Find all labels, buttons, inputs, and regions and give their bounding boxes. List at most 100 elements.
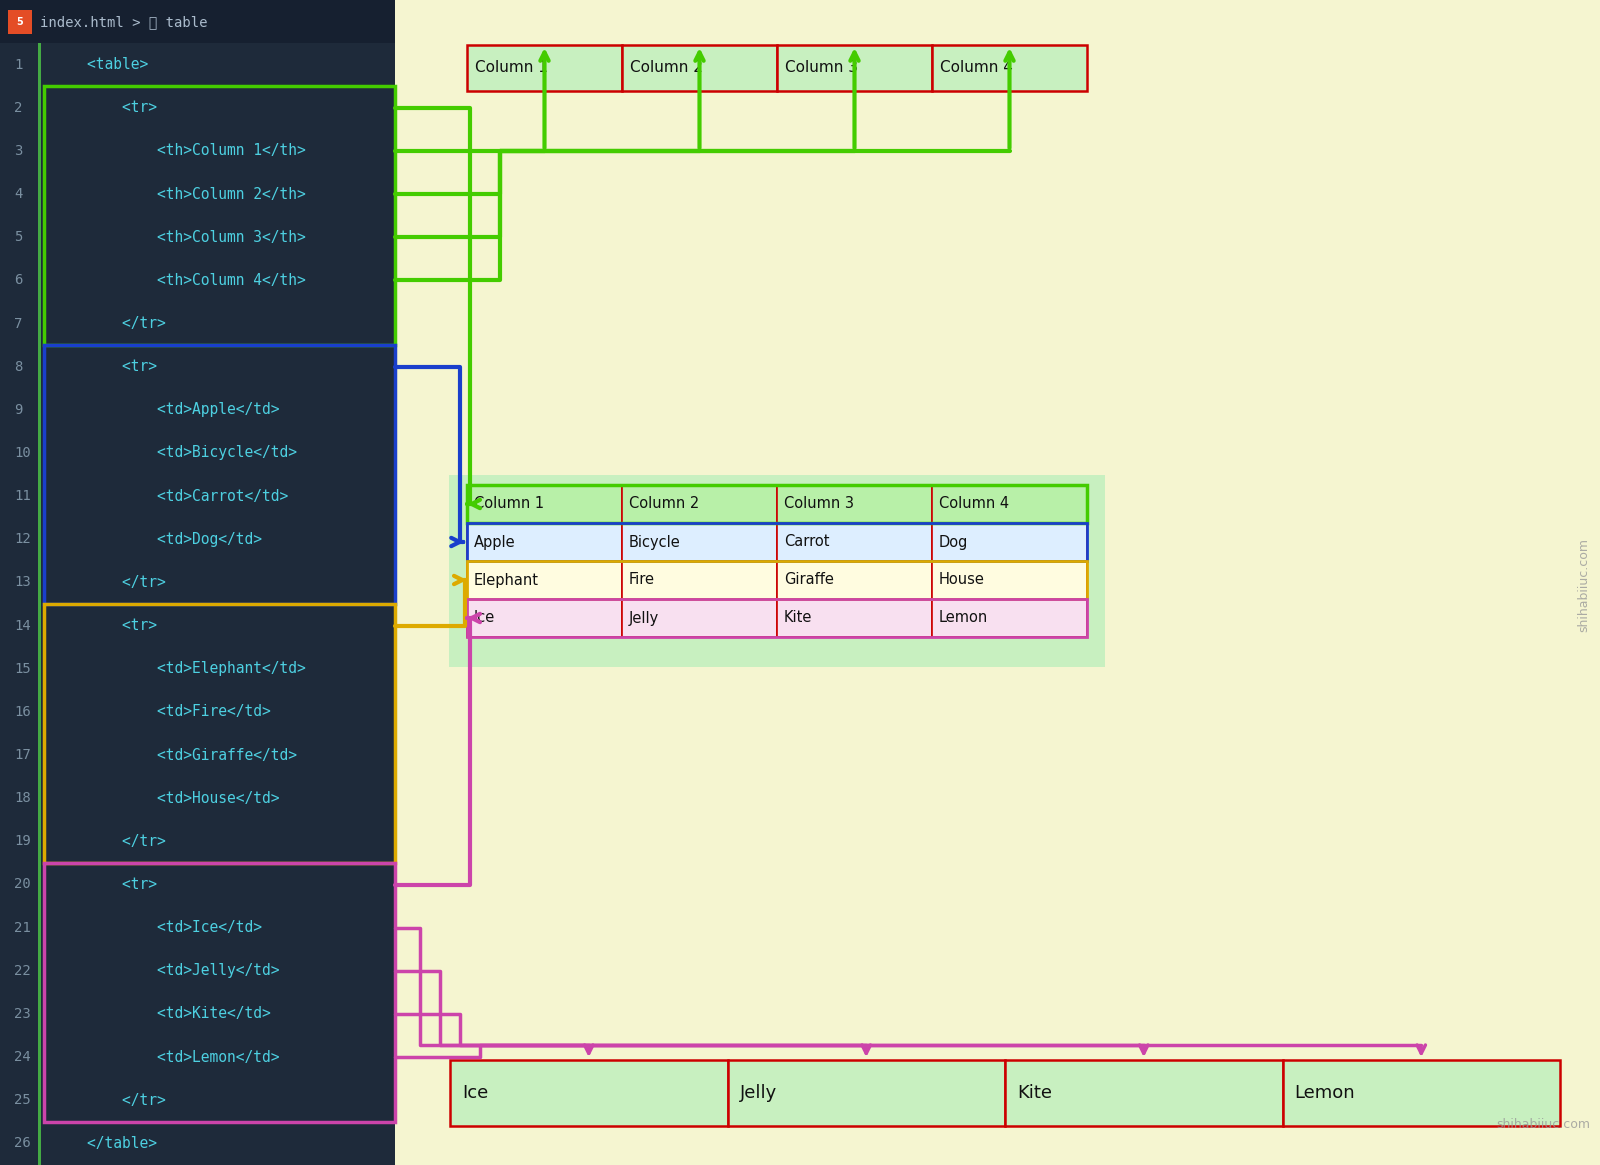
Text: 22: 22 bbox=[14, 963, 30, 977]
Bar bbox=[0, 0, 395, 1165]
Text: <td>Dog</td>: <td>Dog</td> bbox=[51, 531, 262, 546]
Text: Column 1: Column 1 bbox=[475, 61, 547, 76]
Bar bbox=[931, 523, 1086, 562]
Text: 7: 7 bbox=[14, 317, 22, 331]
Text: shihabiiuc.com: shihabiiuc.com bbox=[1578, 538, 1590, 631]
Text: Column 4: Column 4 bbox=[941, 61, 1013, 76]
Text: Column 2: Column 2 bbox=[630, 61, 702, 76]
Text: 3: 3 bbox=[14, 144, 22, 158]
Text: Fire: Fire bbox=[629, 572, 654, 587]
Bar bbox=[467, 562, 622, 599]
Bar bbox=[467, 485, 1086, 523]
Bar bbox=[931, 599, 1086, 637]
Bar bbox=[622, 562, 778, 599]
Text: 9: 9 bbox=[14, 403, 22, 417]
Text: Column 3: Column 3 bbox=[786, 61, 858, 76]
Text: shihabiiuc.com: shihabiiuc.com bbox=[1496, 1118, 1590, 1131]
Text: Lemon: Lemon bbox=[1294, 1083, 1355, 1102]
Bar bbox=[467, 562, 1086, 599]
Bar bbox=[450, 1060, 728, 1127]
Text: Column 4: Column 4 bbox=[939, 496, 1010, 511]
Text: Column 1: Column 1 bbox=[474, 496, 544, 511]
Text: 24: 24 bbox=[14, 1050, 30, 1064]
Bar bbox=[1005, 1060, 1283, 1127]
Bar bbox=[38, 43, 42, 1165]
Text: 4: 4 bbox=[14, 188, 22, 202]
Text: <td>Lemon</td>: <td>Lemon</td> bbox=[51, 1050, 280, 1065]
Text: <th>Column 2</th>: <th>Column 2</th> bbox=[51, 186, 306, 202]
Text: </tr>: </tr> bbox=[51, 574, 166, 589]
Text: Ice: Ice bbox=[462, 1083, 488, 1102]
Text: 20: 20 bbox=[14, 877, 30, 891]
Text: 14: 14 bbox=[14, 619, 30, 633]
Text: 5: 5 bbox=[14, 231, 22, 245]
Text: 5: 5 bbox=[16, 17, 24, 27]
Text: Elephant: Elephant bbox=[474, 572, 539, 587]
Bar bbox=[0, 0, 395, 43]
Bar bbox=[622, 599, 778, 637]
Text: Lemon: Lemon bbox=[939, 610, 989, 626]
Text: 19: 19 bbox=[14, 834, 30, 848]
Text: <th>Column 4</th>: <th>Column 4</th> bbox=[51, 273, 306, 288]
Text: 6: 6 bbox=[14, 274, 22, 288]
Text: <table>: <table> bbox=[51, 57, 149, 72]
Text: <td>Jelly</td>: <td>Jelly</td> bbox=[51, 963, 280, 979]
Text: </tr>: </tr> bbox=[51, 316, 166, 331]
Text: 2: 2 bbox=[14, 100, 22, 114]
Text: 11: 11 bbox=[14, 489, 30, 503]
Bar bbox=[778, 599, 931, 637]
Text: Column 3: Column 3 bbox=[784, 496, 854, 511]
Text: 1: 1 bbox=[14, 57, 22, 71]
Text: <td>Carrot</td>: <td>Carrot</td> bbox=[51, 488, 288, 503]
Text: </table>: </table> bbox=[51, 1136, 157, 1151]
Text: <td>Apple</td>: <td>Apple</td> bbox=[51, 402, 280, 417]
Text: Apple: Apple bbox=[474, 535, 515, 550]
Text: 18: 18 bbox=[14, 791, 30, 805]
Text: 8: 8 bbox=[14, 360, 22, 374]
Text: <td>Elephant</td>: <td>Elephant</td> bbox=[51, 662, 306, 676]
Text: 15: 15 bbox=[14, 662, 30, 676]
Text: 13: 13 bbox=[14, 576, 30, 589]
Bar bbox=[395, 0, 1600, 1165]
Text: <tr>: <tr> bbox=[51, 877, 157, 892]
Text: Bicycle: Bicycle bbox=[629, 535, 680, 550]
Bar bbox=[467, 523, 1086, 562]
Text: 26: 26 bbox=[14, 1136, 30, 1150]
Bar bbox=[931, 45, 1086, 91]
Text: <th>Column 1</th>: <th>Column 1</th> bbox=[51, 143, 306, 158]
Text: index.html > ⬟ table: index.html > ⬟ table bbox=[40, 15, 208, 29]
Text: Kite: Kite bbox=[784, 610, 813, 626]
Text: Jelly: Jelly bbox=[629, 610, 659, 626]
Bar bbox=[622, 523, 778, 562]
Bar bbox=[778, 523, 931, 562]
Text: Kite: Kite bbox=[1018, 1083, 1053, 1102]
Bar bbox=[45, 345, 395, 603]
Text: 25: 25 bbox=[14, 1093, 30, 1107]
Text: <td>Bicycle</td>: <td>Bicycle</td> bbox=[51, 445, 298, 460]
Text: <td>Giraffe</td>: <td>Giraffe</td> bbox=[51, 748, 298, 763]
Text: Giraffe: Giraffe bbox=[784, 572, 834, 587]
Bar bbox=[778, 45, 931, 91]
Text: <tr>: <tr> bbox=[51, 359, 157, 374]
Text: </tr>: </tr> bbox=[51, 1093, 166, 1108]
Text: Column 2: Column 2 bbox=[629, 496, 699, 511]
Text: 17: 17 bbox=[14, 748, 30, 762]
Bar bbox=[45, 863, 395, 1122]
Bar bbox=[45, 86, 395, 345]
Bar bbox=[778, 562, 931, 599]
Text: <td>Fire</td>: <td>Fire</td> bbox=[51, 705, 270, 719]
Text: House: House bbox=[939, 572, 986, 587]
Bar bbox=[728, 1060, 1005, 1127]
Text: <td>Kite</td>: <td>Kite</td> bbox=[51, 1007, 270, 1022]
Text: Ice: Ice bbox=[474, 610, 496, 626]
Bar bbox=[8, 10, 32, 34]
Bar bbox=[778, 485, 931, 523]
Text: 12: 12 bbox=[14, 532, 30, 546]
Text: <tr>: <tr> bbox=[51, 100, 157, 115]
Bar bbox=[931, 485, 1086, 523]
Bar bbox=[622, 485, 778, 523]
Text: Dog: Dog bbox=[939, 535, 968, 550]
Text: </tr>: </tr> bbox=[51, 834, 166, 849]
Text: Jelly: Jelly bbox=[739, 1083, 776, 1102]
Bar bbox=[450, 475, 1106, 668]
